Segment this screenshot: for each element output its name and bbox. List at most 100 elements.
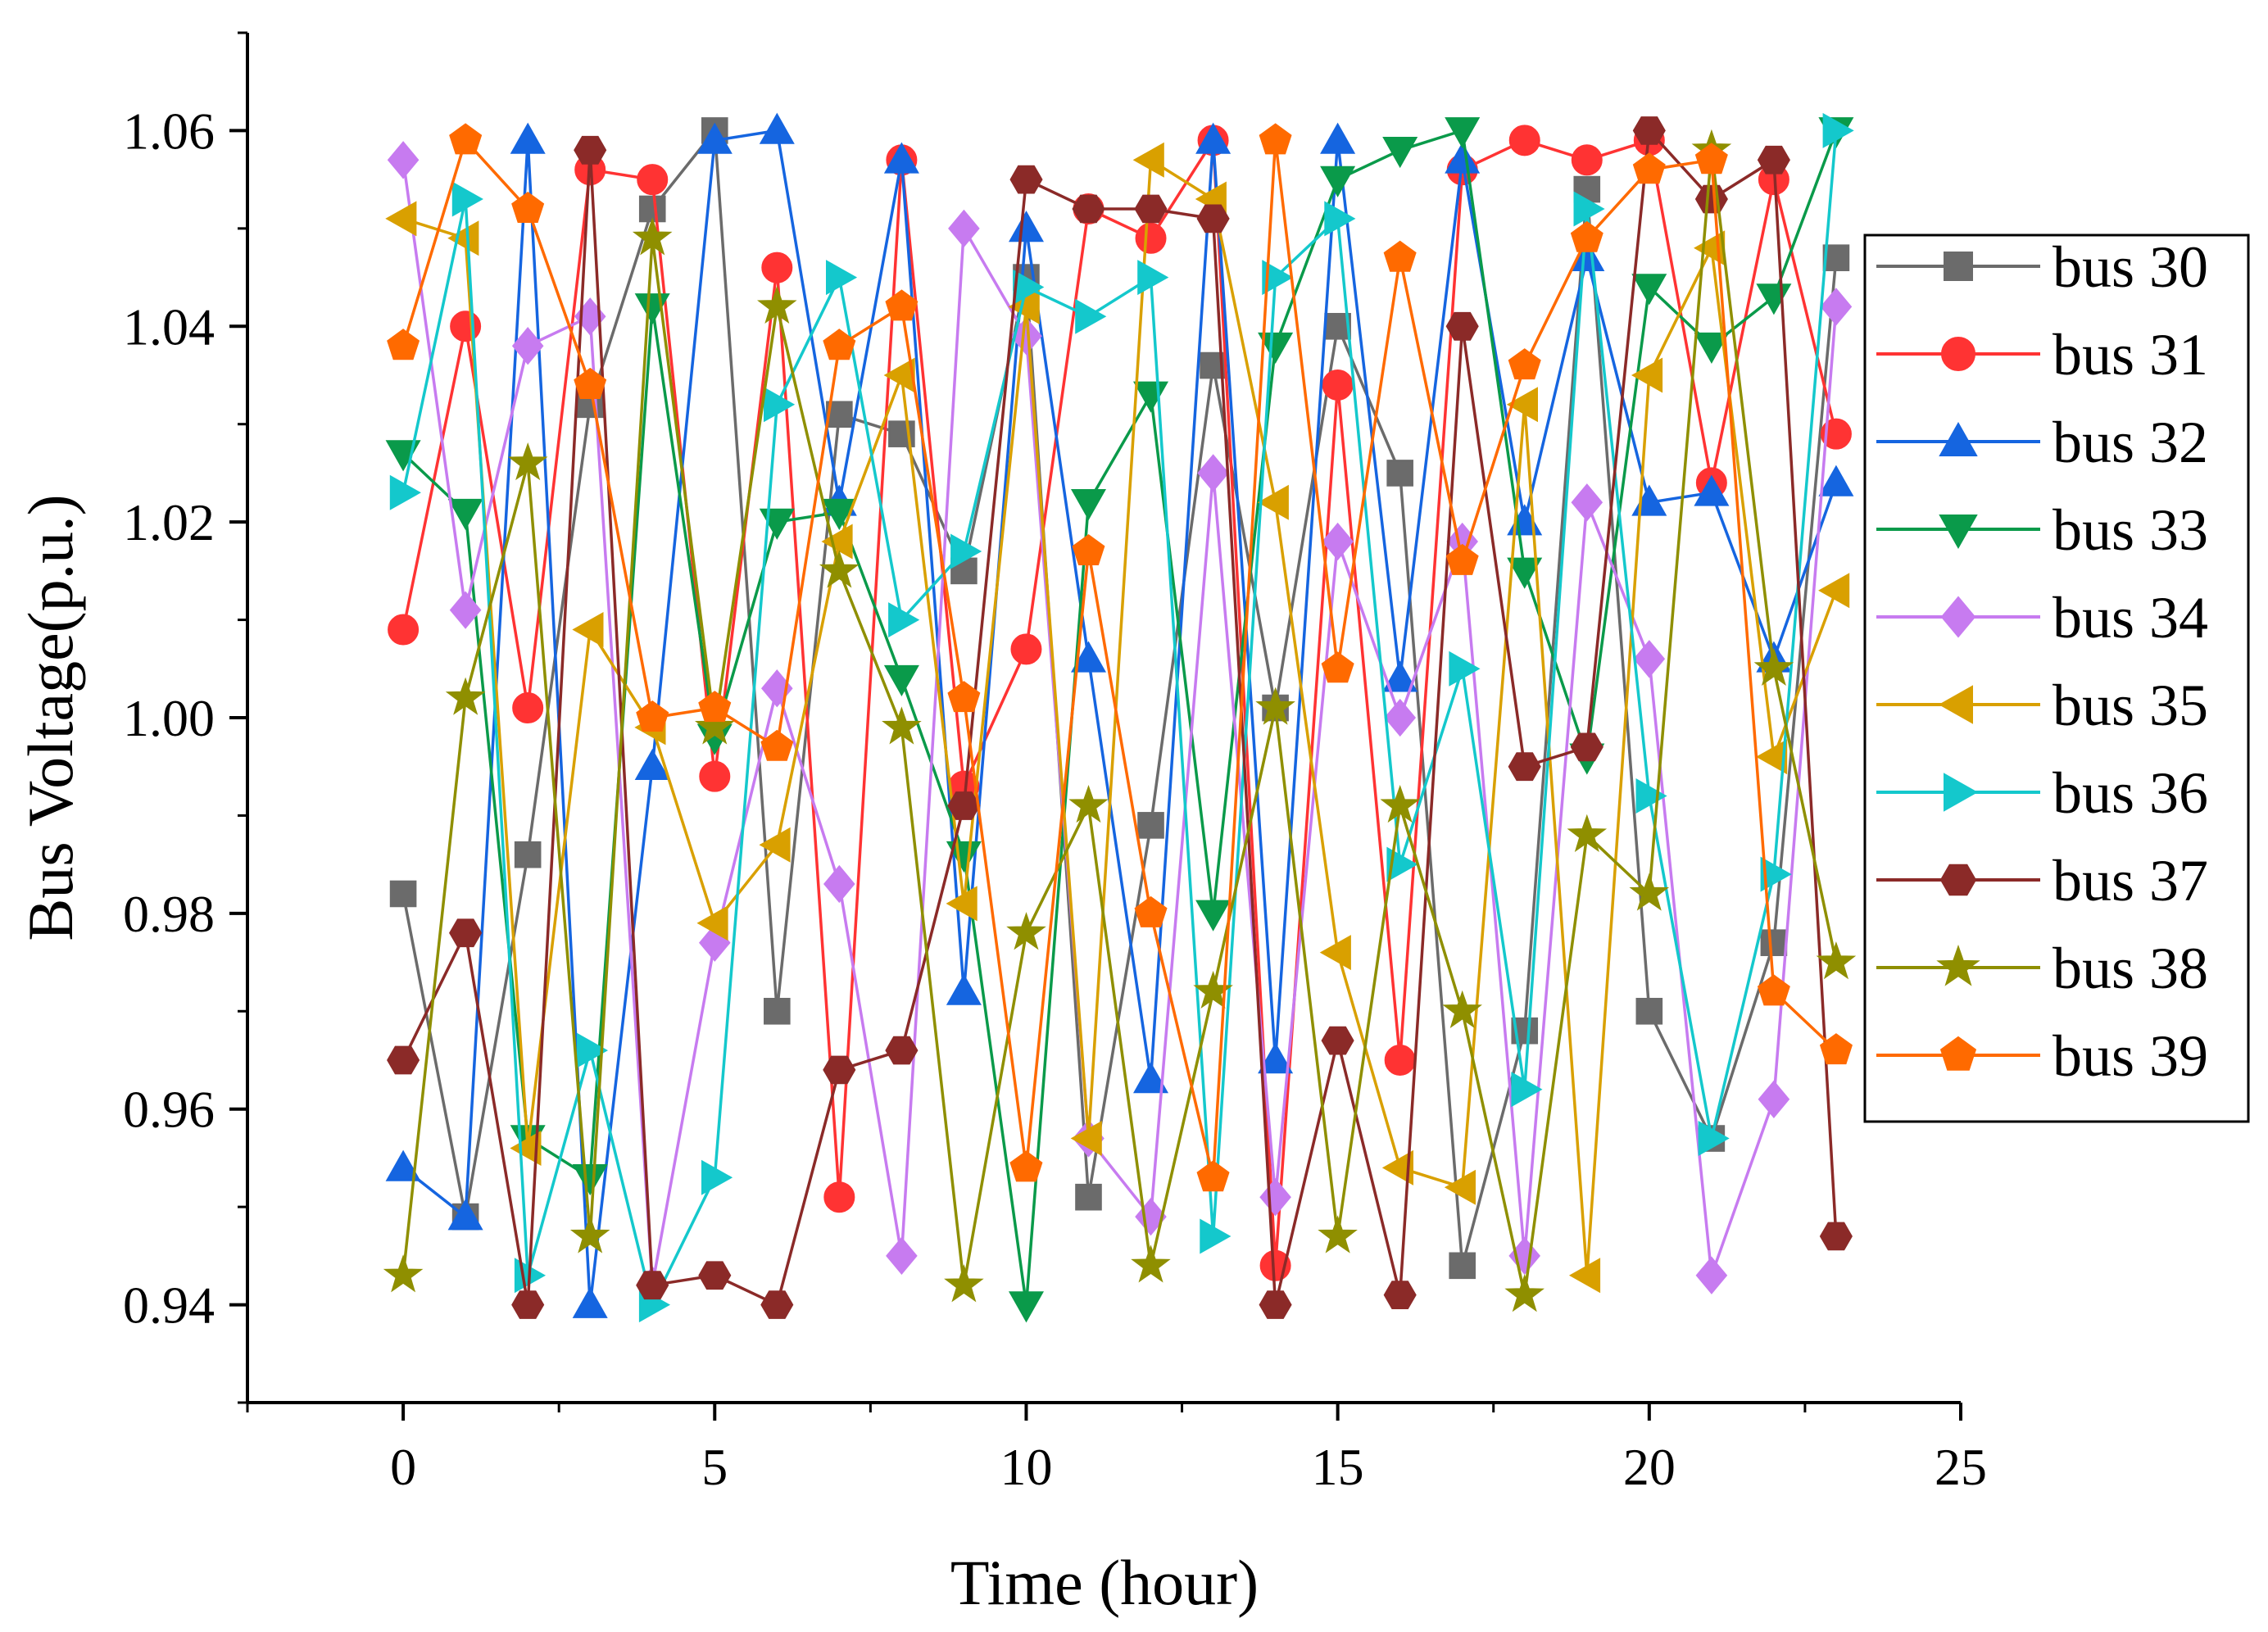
legend-label-bus-31: bus 31 (2053, 322, 2208, 388)
data-point-bus-39 (1757, 974, 1790, 1006)
legend-marker-bus-36 (1944, 773, 1979, 812)
data-point-bus-37 (1383, 1281, 1417, 1309)
data-point-bus-37 (1259, 1290, 1292, 1319)
data-point-bus-37 (449, 918, 483, 948)
data-point-bus-36 (1573, 191, 1605, 227)
data-point-bus-39 (947, 681, 981, 713)
x-axis-title: Time (hour) (950, 1547, 1259, 1618)
data-point-bus-32 (1818, 465, 1854, 496)
data-point-bus-37 (947, 791, 981, 820)
data-point-bus-39 (1009, 1150, 1043, 1182)
legend-marker-bus-33 (1939, 515, 1978, 550)
data-point-bus-38 (1753, 647, 1794, 686)
legend-entry-bus-34: bus 34 (1876, 585, 2208, 651)
data-point-bus-30 (1449, 1252, 1476, 1280)
data-point-bus-37 (1321, 1026, 1354, 1055)
data-point-bus-39 (1570, 220, 1603, 252)
data-point-bus-38 (1567, 814, 1608, 852)
x-tick-label: 10 (1000, 1438, 1052, 1496)
legend-marker-bus-39 (1939, 1036, 1977, 1071)
data-point-bus-39 (1072, 533, 1105, 565)
legend-label-bus-30: bus 30 (2053, 234, 2208, 300)
data-point-bus-39 (1259, 123, 1292, 155)
data-point-bus-37 (885, 1036, 919, 1065)
legend-label-bus-39: bus 39 (2053, 1023, 2208, 1089)
data-point-bus-33 (1320, 165, 1356, 197)
x-tick-label: 5 (701, 1438, 728, 1496)
data-point-bus-39 (1196, 1160, 1230, 1192)
y-axis-title: Bus Voltage(p.u.) (15, 494, 86, 941)
data-point-bus-37 (1009, 165, 1043, 194)
x-tick-label: 25 (1935, 1438, 1987, 1496)
series-line-bus-38 (401, 148, 1838, 1297)
data-point-bus-36 (1324, 201, 1356, 237)
data-point-bus-31 (1384, 1045, 1416, 1076)
data-point-bus-37 (1819, 1222, 1853, 1251)
data-point-bus-32 (1445, 142, 1481, 174)
series-line-bus-37 (401, 129, 1838, 1307)
data-point-bus-35 (572, 611, 604, 648)
series-layer (383, 112, 1857, 1323)
data-point-bus-39 (1134, 895, 1168, 927)
data-point-bus-37 (1570, 732, 1603, 762)
data-point-bus-33 (1694, 332, 1730, 365)
data-point-bus-39 (1321, 651, 1354, 683)
x-tick-label: 15 (1312, 1438, 1364, 1496)
data-point-bus-30 (950, 557, 978, 585)
data-point-bus-33 (946, 841, 982, 873)
legend-entry-bus-36: bus 36 (1876, 760, 2208, 826)
data-point-bus-39 (1445, 543, 1479, 575)
data-point-bus-38 (694, 706, 735, 745)
data-point-bus-38 (1193, 970, 1233, 1009)
data-point-bus-30 (389, 880, 417, 908)
data-point-bus-38 (757, 285, 797, 324)
data-point-bus-37 (1196, 204, 1230, 233)
data-point-bus-38 (944, 1264, 984, 1303)
data-point-bus-38 (569, 1215, 610, 1253)
legend-label-bus-38: bus 38 (2053, 936, 2208, 1001)
series-bus-38 (383, 129, 1857, 1312)
x-tick-label: 0 (390, 1438, 416, 1496)
data-point-bus-32 (883, 142, 919, 174)
data-point-bus-30 (1075, 1183, 1102, 1211)
data-point-bus-37 (1694, 184, 1728, 214)
y-tick-label: 1.00 (123, 689, 215, 747)
data-point-bus-33 (1132, 381, 1169, 413)
legend-label-bus-33: bus 33 (2053, 497, 2208, 563)
data-point-bus-31 (1322, 369, 1354, 401)
series-line-bus-30 (401, 129, 1838, 1267)
data-point-bus-31 (1508, 125, 1540, 156)
legend-marker-bus-37 (1939, 864, 1977, 896)
data-point-bus-38 (383, 1254, 424, 1293)
data-point-bus-36 (950, 533, 982, 569)
data-point-bus-39 (1383, 240, 1417, 272)
data-point-bus-37 (574, 135, 607, 165)
data-point-bus-36 (1760, 856, 1792, 892)
data-point-bus-34 (449, 591, 482, 629)
legend-entry-bus-32: bus 32 (1876, 410, 2208, 475)
data-point-bus-33 (1631, 274, 1667, 306)
data-point-bus-30 (764, 997, 791, 1025)
data-point-bus-39 (636, 700, 669, 732)
data-point-bus-35 (1257, 484, 1289, 520)
data-point-bus-36 (451, 181, 483, 217)
data-point-bus-39 (1508, 348, 1541, 380)
data-point-bus-35 (1381, 1149, 1413, 1185)
data-point-bus-38 (632, 217, 673, 256)
data-point-bus-32 (510, 122, 546, 154)
data-point-bus-31 (761, 252, 793, 283)
x-ticks: 0 5 10 15 20 25 (246, 1403, 1987, 1496)
legend-entry-bus-39: bus 39 (1876, 1023, 2208, 1089)
data-point-bus-39 (511, 191, 545, 223)
legend: bus 30 bus 31 bus 32 bus 33 bus 34 bus 35 bus … (1863, 233, 2250, 1123)
data-point-bus-31 (1010, 633, 1042, 665)
data-point-bus-34 (511, 327, 544, 365)
data-point-bus-34 (886, 1236, 918, 1276)
data-point-bus-33 (1258, 332, 1294, 365)
legend-label-bus-32: bus 32 (2053, 410, 2208, 475)
data-point-bus-35 (696, 905, 728, 941)
series-line-bus-36 (401, 130, 1838, 1307)
data-point-bus-32 (1258, 1042, 1294, 1074)
data-point-bus-38 (1255, 687, 1295, 725)
data-point-bus-30 (1386, 460, 1413, 487)
